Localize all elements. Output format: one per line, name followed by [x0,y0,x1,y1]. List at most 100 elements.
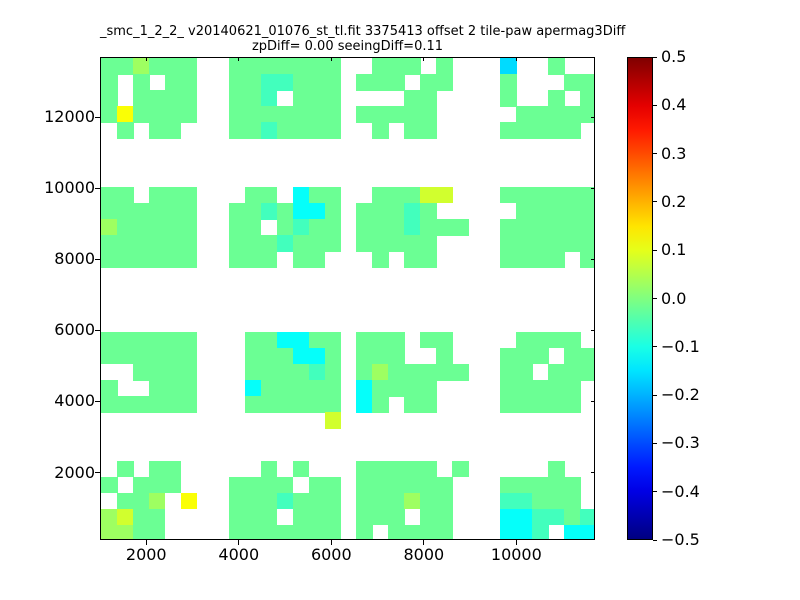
heatmap-cell [164,251,182,268]
heatmap-cell [404,202,421,220]
heatmap-cell [228,492,246,510]
heatmap-cell [404,235,421,252]
heatmap-cell [532,492,549,510]
heatmap-cell [420,186,437,204]
heatmap-cell [308,186,326,204]
heatmap-cell [548,363,565,381]
heatmap-cell [388,331,405,349]
heatmap-cell [260,331,278,349]
heatmap-cell [324,492,342,510]
heatmap-cell [420,363,437,381]
heatmap-cell [532,476,549,494]
heatmap-cell [548,508,565,526]
heatmap-cell [372,476,389,494]
heatmap-cell [101,202,118,220]
heatmap-cell [292,492,310,510]
colorbar-tick-label: −0.2 [661,385,700,405]
heatmap-cell [244,347,262,365]
heatmap-cell [372,74,389,91]
heatmap-cell [500,524,517,539]
heatmap-cell [564,186,581,204]
heatmap-cell [308,524,326,539]
heatmap-cell [356,219,374,236]
heatmap-cell [372,460,389,478]
heatmap-cell [116,524,134,539]
x-axis-tick [330,540,332,545]
colorbar-tick [653,539,657,541]
heatmap-cell [260,202,278,220]
heatmap-cell [500,476,517,494]
heatmap-cell [148,58,166,75]
heatmap-cell [164,460,182,478]
colorbar-tick-label: 0.4 [661,95,687,115]
heatmap-cell [436,74,453,91]
heatmap-cell [228,251,246,268]
heatmap-cell [404,396,421,413]
heatmap-cell [404,186,421,204]
heatmap-cell [420,524,437,539]
heatmap-cell [116,331,134,349]
heatmap-cell [516,122,533,140]
heatmap-cell [500,122,517,140]
heatmap-cell [101,251,118,268]
x-axis-tick [423,540,425,545]
heatmap-cell [292,74,310,91]
heatmap-cell [388,492,405,510]
heatmap-cell [548,202,565,220]
heatmap-cell [372,106,389,123]
heatmap-cell [324,380,342,397]
heatmap-cell [180,219,198,236]
heatmap-cell [148,508,166,526]
heatmap-cell [180,235,198,252]
heatmap-cell [132,74,150,91]
colorbar-tick-label: −0.1 [661,336,700,356]
heatmap-cell [324,363,342,381]
heatmap-cell [132,58,150,75]
heatmap-cell [388,186,405,204]
heatmap-cell [372,235,389,252]
heatmap-cell [324,524,342,539]
heatmap-cell [564,476,581,494]
heatmap-cell [308,331,326,349]
heatmap-cell [516,380,533,397]
heatmap-cell [500,219,517,236]
heatmap-cell [292,380,310,397]
heatmap-cell [148,202,166,220]
heatmap-cell [260,186,278,204]
heatmap-cell [292,508,310,526]
heatmap-cell [548,251,565,268]
heatmap-cell [452,460,469,478]
heatmap-cell [148,460,166,478]
heatmap-cell [116,186,134,204]
heatmap-cell [180,331,198,349]
heatmap-cell [436,363,453,381]
heatmap-cell [500,58,517,75]
heatmap-cell [180,90,198,107]
heatmap-cell [404,492,421,510]
heatmap-cell [116,219,134,236]
heatmap-cell [116,460,134,478]
heatmap-cell [132,347,150,365]
heatmap-cell [564,235,581,252]
heatmap-cell [500,363,517,381]
heatmap-cell [404,106,421,123]
heatmap-cell [244,508,262,526]
heatmap-cell [548,219,565,236]
heatmap-cell [516,363,533,381]
heatmap-cell [452,363,469,381]
heatmap-cell [101,331,118,349]
heatmap-cell [564,396,581,413]
heatmap-cell [532,106,549,123]
heatmap-cell [404,58,421,75]
heatmap-cell [116,58,134,75]
heatmap-cell [308,74,326,91]
heatmap-cell [180,363,198,381]
heatmap-cell [244,235,262,252]
heatmap-cell [308,396,326,413]
heatmap-cell [420,460,437,478]
heatmap-cell [132,202,150,220]
heatmap-cell [276,219,294,236]
heatmap-cell [532,380,549,397]
heatmap-cell [132,331,150,349]
y-axis-tick-label: 10000 [44,178,95,198]
